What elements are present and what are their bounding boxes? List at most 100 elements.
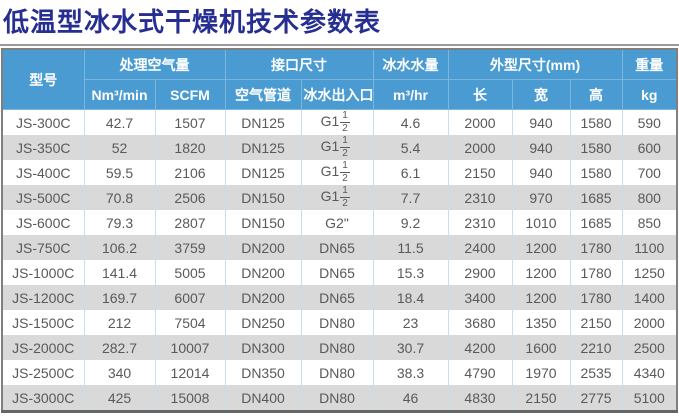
cell-ice-water-inout: DN65 [301,260,374,286]
cell-nm3min: 106.2 [84,235,156,261]
cell-air-pipe: DN300 [225,335,302,361]
cell-ice-water-inout: G1 1 2 " [301,109,374,136]
cell-nm3min: 340 [84,360,156,386]
cell-nm3min: 282.7 [84,335,156,361]
cell-height: 1580 [570,160,623,186]
cell-ice-water-inout: DN80 [301,360,374,386]
cell-width: 1200 [512,260,571,286]
cell-nm3min: 141.4 [84,260,156,286]
cell-ice-water-inout: DN65 [301,285,374,311]
cell-nm3min: 169.7 [84,285,156,311]
cell-scfm: 12014 [155,360,226,386]
cell-height: 2210 [570,335,623,361]
cell-width: 1200 [512,235,571,261]
cell-height: 1580 [570,135,623,161]
cell-height: 1685 [570,185,623,211]
cell-scfm: 5005 [155,260,226,286]
cell-air-pipe: DN400 [225,385,302,412]
cell-nm3min: 79.3 [84,210,156,236]
cell-length: 2900 [448,260,513,286]
cell-length: 2400 [448,235,513,261]
table-row: JS-750C 106.2 3759 DN200 DN65 11.5 2400 1200 178… [2,235,678,261]
cell-model: JS-3000C [2,385,85,412]
cell-m3hr: 7.7 [373,185,449,211]
cell-height: 2150 [570,310,623,336]
cell-model: JS-750C [2,235,85,261]
cell-length: 2000 [448,135,513,161]
cell-width: 1350 [512,310,571,336]
header-sub-row: Nm³/min SCFM 空气管道 冰水出入口 m³/hr 长 宽 高 kg [2,79,678,111]
cell-ice-water-inout: G1 1 2 " [301,135,374,161]
cell-air-pipe: DN200 [225,285,302,311]
cell-scfm: 1507 [155,109,226,136]
cell-m3hr: 5.4 [373,135,449,161]
cell-width: 1600 [512,335,571,361]
header-air-capacity: 处理空气量 [84,49,226,81]
cell-width: 1970 [512,360,571,386]
cell-m3hr: 4.6 [373,109,449,136]
spec-table: 型号 处理空气量 接口尺寸 冰水水量 外型尺寸(mm) 重量 Nm³/min S… [1,48,679,414]
cell-scfm: 1820 [155,135,226,161]
title-divider [0,44,679,47]
cell-m3hr: 6.1 [373,160,449,186]
cell-scfm: 6007 [155,285,226,311]
cell-ice-water-inout: DN80 [301,335,374,361]
cell-scfm: 2106 [155,160,226,186]
cell-nm3min: 212 [84,310,156,336]
cell-width: 1010 [512,210,571,236]
header-kg: kg [622,79,678,111]
cell-model: JS-2000C [2,335,85,361]
cell-model: JS-2500C [2,360,85,386]
cell-m3hr: 11.5 [373,235,449,261]
cell-height: 1685 [570,210,623,236]
cell-model: JS-1500C [2,310,85,336]
cell-kg: 2000 [622,310,678,336]
cell-kg: 700 [622,160,678,186]
cell-width: 940 [512,135,571,161]
table-row: JS-1000C 141.4 5005 DN200 DN65 15.3 2900 1200 17… [2,260,678,286]
header-scfm: SCFM [155,79,226,111]
cell-height: 2775 [570,385,623,412]
cell-scfm: 2807 [155,210,226,236]
cell-length: 2150 [448,160,513,186]
cell-nm3min: 425 [84,385,156,412]
cell-kg: 1400 [622,285,678,311]
cell-height: 1780 [570,285,623,311]
cell-m3hr: 15.3 [373,260,449,286]
header-dimensions: 外型尺寸(mm) [448,49,623,81]
cell-nm3min: 59.5 [84,160,156,186]
cell-m3hr: 46 [373,385,449,412]
cell-scfm: 2506 [155,185,226,211]
cell-height: 1780 [570,260,623,286]
cell-width: 940 [512,160,571,186]
table-header: 型号 处理空气量 接口尺寸 冰水水量 外型尺寸(mm) 重量 Nm³/min S… [2,49,678,111]
cell-air-pipe: DN250 [225,310,302,336]
cell-m3hr: 18.4 [373,285,449,311]
cell-air-pipe: DN150 [225,210,302,236]
header-ice-water-inout: 冰水出入口 [301,79,374,111]
table-row: JS-500C 70.8 2506 DN150 G1 1 2 " 7.7 2310 970 1685 8… [2,185,678,211]
cell-m3hr: 30.7 [373,335,449,361]
cell-model: JS-300C [2,109,85,136]
cell-model: JS-600C [2,210,85,236]
cell-air-pipe: DN350 [225,360,302,386]
cell-kg: 590 [622,109,678,136]
cell-model: JS-350C [2,135,85,161]
cell-air-pipe: DN125 [225,135,302,161]
header-model: 型号 [2,49,85,111]
cell-width: 970 [512,185,571,211]
cell-m3hr: 9.2 [373,210,449,236]
table-row: JS-400C 59.5 2106 DN125 G1 1 2 " 6.1 2150 940 1580 7… [2,160,678,186]
cell-length: 4200 [448,335,513,361]
cell-kg: 2500 [622,335,678,361]
cell-ice-water-inout: G1 1 2 " [301,160,374,186]
cell-air-pipe: DN125 [225,160,302,186]
cell-kg: 850 [622,210,678,236]
cell-model: JS-400C [2,160,85,186]
cell-kg: 600 [622,135,678,161]
table-row: JS-300C 42.7 1507 DN125 G1 1 2 " 4.6 2000 940 1580 5… [2,109,678,136]
